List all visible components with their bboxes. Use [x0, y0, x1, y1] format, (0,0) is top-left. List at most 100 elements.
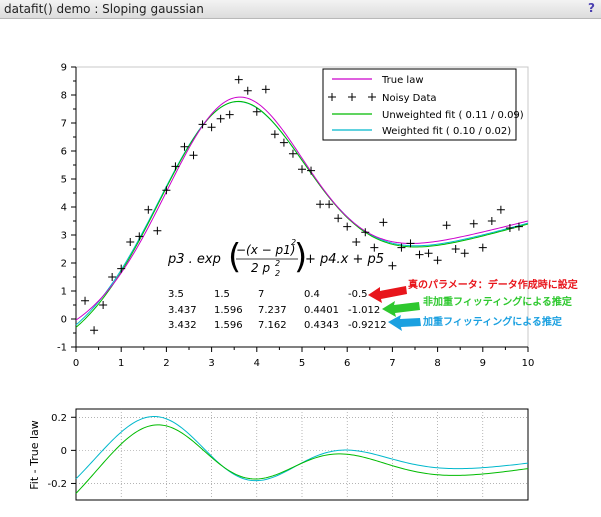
- noisy-data-point: [279, 138, 288, 147]
- unweighted-fit-curve: [75, 100, 529, 328]
- x-tick-label: 3: [208, 358, 214, 369]
- y-tick-label: 4: [61, 203, 67, 214]
- legend-label-true-law: True law: [381, 75, 424, 86]
- legend: True law Noisy Data Unweighted fit ( 0.1…: [322, 68, 524, 141]
- parameter-cell: 1.5: [214, 289, 230, 300]
- model-formula: p3 . exp ( −(x − p1) 2 2 p 2 2 ) + p4.x …: [167, 237, 384, 278]
- parameter-cell: 1.596: [214, 305, 243, 316]
- noisy-data-point: [379, 218, 388, 227]
- noisy-data-point: [180, 142, 189, 151]
- annotation-weighted: 加重フィッティングによる推定: [422, 315, 562, 328]
- annotations: 真のパラメータ：データ作成時に設定 非加重フィッティングによる推定 加重フィッテ…: [368, 278, 578, 331]
- noisy-data-point: [288, 149, 297, 158]
- y-tick-label: 9: [61, 63, 67, 74]
- parameter-cell: 1.596: [214, 320, 243, 331]
- parameter-cell: 0.4401: [304, 305, 339, 316]
- noisy-data-point: [90, 326, 99, 335]
- unweighted-residual-curve: [75, 424, 529, 494]
- noisy-data-point: [451, 245, 460, 253]
- noisy-data-point: [198, 120, 207, 129]
- parameter-cell: 3.5: [168, 289, 184, 300]
- main-plot: 0 1 2 3 4 5 6 7 8 9 10 -1 0 1 2 3 4 5 6 7 8 9: [57, 63, 534, 370]
- parameter-cell: 3.437: [168, 305, 197, 316]
- noisy-data-point: [234, 75, 243, 84]
- x-tick-label: 7: [389, 358, 395, 369]
- formula-denominator: 2 p: [251, 261, 270, 275]
- x-tick-label: 10: [522, 358, 535, 369]
- noisy-data-point: [207, 123, 216, 132]
- noisy-data-point: [171, 162, 180, 171]
- arrow-red: [368, 286, 407, 303]
- x-tick-label: 8: [434, 358, 440, 369]
- noisy-data-point: [352, 238, 361, 246]
- noisy-data-point: [243, 86, 252, 95]
- y-tick-label: 0: [61, 315, 67, 326]
- parameter-table: 3.5 1.5 7 0.4 -0.5 3.437 1.596 7.237 0.4401 -1.01…: [168, 289, 387, 331]
- residual-y-label: Fit - True law: [28, 420, 41, 490]
- noisy-data-point: [514, 222, 523, 231]
- noisy-data-point: [433, 256, 442, 265]
- formula-numerator-exp: 2: [291, 238, 296, 247]
- noisy-data-point: [144, 205, 153, 214]
- legend-box: [322, 68, 517, 141]
- formula-denominator-exp: 2: [275, 259, 280, 268]
- noisy-data-point: [325, 200, 334, 209]
- noisy-data-point: [487, 217, 496, 225]
- noisy-data-point: [424, 249, 433, 258]
- x-tick-label: 9: [480, 358, 486, 369]
- noisy-data-point: [225, 110, 234, 119]
- parameter-cell: -1.012: [348, 305, 380, 316]
- noisy-data-point: [126, 238, 135, 246]
- noisy-data-point: [370, 243, 379, 252]
- formula-numerator: −(x − p1): [236, 243, 295, 257]
- y-tick-label: 2: [61, 259, 67, 270]
- annotation-true-params: 真のパラメータ：データ作成時に設定: [408, 278, 578, 291]
- parameter-cell: 7.162: [258, 320, 287, 331]
- arrow-blue: [388, 315, 421, 331]
- noisy-data-point: [298, 165, 306, 174]
- parameter-cell: -0.9212: [348, 320, 387, 331]
- y-tick-label: 5: [61, 175, 67, 186]
- noisy-data-point: [261, 85, 270, 94]
- figure-canvas: 0 1 2 3 4 5 6 7 8 9 10 -1 0 1 2 3 4 5 6 7 8 9 True law Noisy …: [28, 63, 578, 501]
- parameter-cell: 0.4343: [304, 320, 339, 331]
- noisy-data-point: [81, 296, 90, 305]
- formula-right-paren: ): [294, 237, 307, 277]
- help-icon[interactable]: ?: [588, 1, 595, 15]
- x-tick-label: 4: [254, 358, 260, 369]
- y-tick-label: 7: [61, 119, 67, 130]
- true-law-curve: [75, 96, 529, 321]
- residual-y-tick-label: -0.2: [47, 479, 67, 490]
- noisy-data-point: [415, 250, 424, 259]
- formula-p3-exp: p3 . exp: [167, 252, 221, 267]
- parameter-cell: 0.4: [304, 289, 320, 300]
- noisy-data-point: [442, 221, 451, 230]
- noisy-data-point: [334, 214, 343, 223]
- x-tick-label: 1: [118, 358, 124, 369]
- legend-swatch-noisy-data: [328, 93, 376, 101]
- noisy-data-point: [361, 228, 370, 237]
- noisy-data-point: [343, 222, 352, 231]
- noisy-data-point: [307, 166, 316, 175]
- y-tick-label: 1: [61, 287, 67, 298]
- formula-left-paren: (: [228, 237, 241, 277]
- y-tick-label: 6: [61, 147, 67, 158]
- x-tick-label: 5: [299, 358, 305, 369]
- noisy-data-point: [162, 186, 171, 195]
- y-tick-label: 8: [61, 91, 67, 102]
- residual-plot: 0.2 0 -0.2 Fit - True law: [28, 408, 529, 501]
- window-title: datafit() demo : Sloping gaussian: [4, 2, 204, 16]
- residual-y-tick-label: 0: [61, 446, 67, 457]
- noisy-data-point: [252, 107, 261, 116]
- formula-tail: + p4.x + p5: [305, 252, 384, 267]
- noisy-data-point: [397, 243, 406, 252]
- legend-label-noisy-data: Noisy Data: [382, 93, 437, 104]
- parameter-cell: 7.237: [258, 305, 287, 316]
- noisy-data-point: [189, 151, 198, 160]
- arrow-green: [382, 301, 420, 317]
- y-tick-label: -1: [57, 343, 67, 354]
- noisy-data-point: [496, 205, 505, 214]
- noisy-data-point: [388, 261, 397, 270]
- noisy-data-point: [135, 232, 144, 241]
- noisy-data-point: [270, 130, 279, 139]
